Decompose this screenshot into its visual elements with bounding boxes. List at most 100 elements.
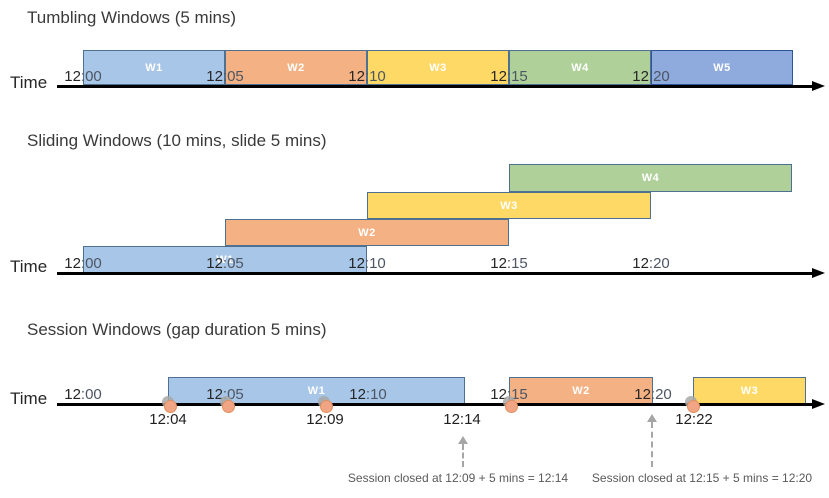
window-bar-sliding-w1: W1 <box>83 246 367 273</box>
window-label: W5 <box>713 61 731 74</box>
tick-label: 12:20 <box>632 255 670 272</box>
dashed-arrow <box>651 422 653 467</box>
section-title-tumbling: Tumbling Windows (5 mins) <box>27 8 237 27</box>
tick-minute: :10 <box>365 386 387 403</box>
window-label: W3 <box>500 199 518 212</box>
tick-label: 12:20 <box>634 386 672 403</box>
time-axis-label: Time <box>10 389 48 408</box>
dashed-arrowhead-icon <box>458 436 468 444</box>
window-bar-tumbling-w2: W2 <box>225 50 367 85</box>
event-dot-icon <box>505 400 518 413</box>
window-label: W3 <box>429 61 447 74</box>
tick-minute: :04 <box>165 411 187 428</box>
timeline-arrowhead-icon <box>812 268 825 278</box>
window-label: W1 <box>145 61 163 74</box>
time-axis-label: Time <box>10 257 48 276</box>
dashed-arrow <box>462 444 464 467</box>
tick-hour: 12 <box>349 386 366 403</box>
window-label: W3 <box>740 384 759 397</box>
event-dot-icon <box>687 400 700 413</box>
window-label: W2 <box>358 226 376 239</box>
window-bar-sliding-w2: W2 <box>225 219 509 246</box>
timeline <box>57 403 814 406</box>
session-closed-annotation: Session closed at 12:15 + 5 mins = 12:20 <box>591 471 813 485</box>
window-bar-sliding-w3: W3 <box>367 192 651 219</box>
tick-minute: :20 <box>648 68 670 85</box>
tick-label: 12:04 <box>149 411 187 428</box>
tick-label: 12:00 <box>64 255 102 272</box>
time-axis-label: Time <box>10 73 48 92</box>
event-dot-icon <box>222 400 235 413</box>
window-bar-tumbling-w4: W4 <box>509 50 651 85</box>
tick-minute: :10 <box>364 68 386 85</box>
section-title-session: Session Windows (gap duration 5 mins) <box>27 320 327 339</box>
tick-label: 12:00 <box>64 386 102 403</box>
tick-label: 12:10 <box>349 386 387 403</box>
session-closed-annotation: Session closed at 12:09 + 5 mins = 12:14 <box>347 471 569 485</box>
window-label: W1 <box>216 253 234 266</box>
event-dot-icon <box>164 400 177 413</box>
tick-hour: 12 <box>490 68 507 85</box>
tick-label: 12:14 <box>443 411 481 428</box>
tick-minute: :09 <box>322 411 344 428</box>
tick-minute: :00 <box>80 386 102 403</box>
tick-minute: :15 <box>506 255 528 272</box>
tick-label: 12:10 <box>348 255 386 272</box>
tick-hour: 12 <box>64 255 81 272</box>
tick-minute: :00 <box>80 255 102 272</box>
tick-hour: 12 <box>149 411 166 428</box>
tick-minute: :05 <box>222 68 244 85</box>
tick-minute: :20 <box>650 386 672 403</box>
tick-hour: 12 <box>490 255 507 272</box>
tick-hour: 12 <box>490 386 507 403</box>
tick-label: 12:15 <box>490 255 528 272</box>
window-bar-tumbling-w3: W3 <box>367 50 509 85</box>
tick-label: 12:15 <box>490 68 528 85</box>
window-bar-sliding-w4: W4 <box>509 164 792 192</box>
window-label: W2 <box>287 61 305 74</box>
tick-hour: 12 <box>443 411 460 428</box>
tick-hour: 12 <box>675 411 692 428</box>
tick-hour: 12 <box>348 68 365 85</box>
tick-minute: :22 <box>691 411 713 428</box>
tick-hour: 12 <box>206 255 223 272</box>
timeline <box>57 85 814 88</box>
tick-minute: :14 <box>459 411 481 428</box>
tick-hour: 12 <box>306 411 323 428</box>
tick-minute: :15 <box>506 68 528 85</box>
tick-minute: :10 <box>364 255 386 272</box>
window-label: W2 <box>572 384 590 397</box>
window-bar-session-w3: W3 <box>693 377 806 404</box>
tick-hour: 12 <box>64 386 81 403</box>
tick-label: 12:05 <box>206 255 244 272</box>
window-label: W4 <box>641 172 660 184</box>
tick-minute: :00 <box>80 68 102 85</box>
event-dot-icon <box>320 400 333 413</box>
tick-label: 12:05 <box>206 68 244 85</box>
tick-label: 12:22 <box>675 411 713 428</box>
window-bar-session-w2: W2 <box>509 377 653 404</box>
tick-hour: 12 <box>634 386 651 403</box>
tick-hour: 12 <box>206 386 223 403</box>
timeline-arrowhead-icon <box>812 81 825 91</box>
window-bar-tumbling-w5: W5 <box>651 50 793 85</box>
dashed-arrowhead-icon <box>647 414 657 422</box>
tick-label: 12:20 <box>632 68 670 85</box>
tick-minute: :20 <box>648 255 670 272</box>
window-label: W1 <box>307 384 326 397</box>
timeline <box>57 272 814 275</box>
tick-hour: 12 <box>632 255 649 272</box>
tick-label: 12:00 <box>64 68 102 85</box>
tick-hour: 12 <box>632 68 649 85</box>
tick-hour: 12 <box>206 68 223 85</box>
tick-minute: :05 <box>222 255 244 272</box>
tick-hour: 12 <box>64 68 81 85</box>
tick-hour: 12 <box>348 255 365 272</box>
section-title-sliding: Sliding Windows (10 mins, slide 5 mins) <box>27 131 327 150</box>
tick-label: 12:10 <box>348 68 386 85</box>
window-bar-tumbling-w1: W1 <box>83 50 225 85</box>
window-label: W4 <box>571 61 589 74</box>
timeline-arrowhead-icon <box>812 399 825 409</box>
tick-label: 12:09 <box>306 411 344 428</box>
